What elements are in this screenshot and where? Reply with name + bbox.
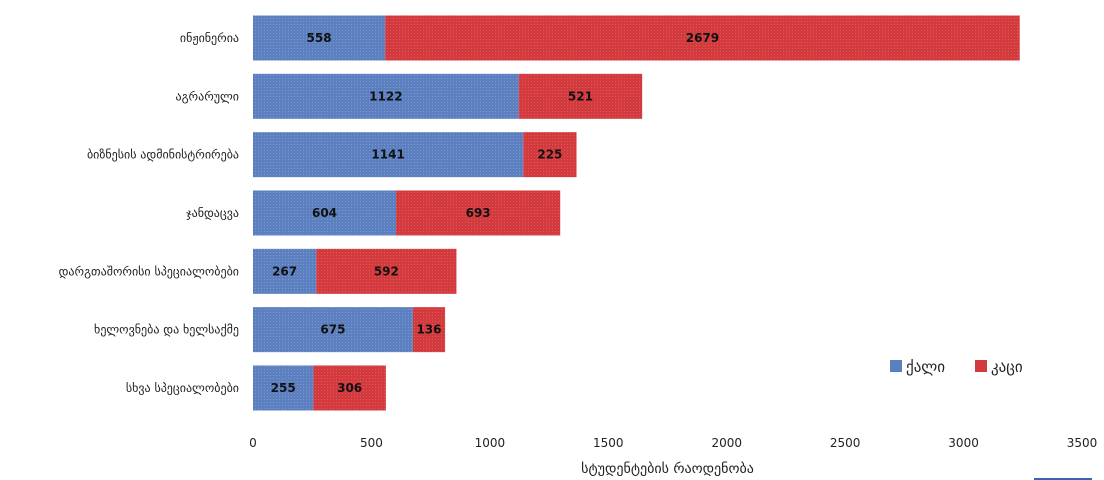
bar-segment xyxy=(412,307,446,353)
bars-layer xyxy=(253,15,1020,411)
category-label: ინჟინერია xyxy=(180,31,239,45)
bar-value-label: 592 xyxy=(374,264,399,278)
bar-segment xyxy=(253,15,386,61)
legend-label: ქალი xyxy=(906,358,945,376)
legend-swatch xyxy=(975,360,987,372)
legend: ქალი კაცი xyxy=(890,358,1023,376)
bar-value-label: 521 xyxy=(568,89,593,103)
bar-value-label: 2679 xyxy=(686,31,719,45)
corner-decoration-strip xyxy=(1034,478,1092,480)
category-label: აგრარული xyxy=(175,89,239,103)
bar-segment xyxy=(313,365,386,411)
bar-segment xyxy=(253,365,314,411)
x-tick-label: 500 xyxy=(360,436,383,450)
category-label: ბიზნესის ადმინისტრირება xyxy=(87,148,239,162)
category-label: ჯანდაცვა xyxy=(186,206,239,220)
bar-value-label: 675 xyxy=(320,323,345,337)
x-axis-title: სტუდენტების რაოდენობა xyxy=(581,460,754,477)
bar-segment xyxy=(523,132,577,178)
category-label: დარგთაშორისი სპეციალობები xyxy=(59,264,239,278)
x-tick-label: 0 xyxy=(249,436,257,450)
x-tick-label: 2000 xyxy=(711,436,742,450)
x-tick-labels-layer: 0 500 1000 1500 2000 2500 3000 3500 xyxy=(249,436,1097,450)
bar-value-label: 693 xyxy=(466,206,491,220)
category-label: სხვა სპეციალობები xyxy=(126,381,239,395)
bar-segment xyxy=(253,73,519,119)
bar-value-label: 558 xyxy=(307,31,332,45)
category-label: ხელოვნება და ხელსაქმე xyxy=(94,323,239,337)
bar-segment xyxy=(253,307,413,353)
bar-segment xyxy=(253,190,397,236)
bar-segment xyxy=(385,15,1020,61)
x-tick-label: 3500 xyxy=(1067,436,1098,450)
bar-value-label: 1141 xyxy=(371,148,404,162)
bar-segment xyxy=(316,248,457,294)
bar-value-label: 136 xyxy=(416,323,441,337)
bar-segment xyxy=(396,190,561,236)
bar-value-label: 604 xyxy=(312,206,337,220)
bar-segment xyxy=(253,132,524,178)
bar-value-label: 1122 xyxy=(369,89,402,103)
bar-value-label: 306 xyxy=(337,381,362,395)
x-tick-label: 2500 xyxy=(830,436,861,450)
legend-label: კაცი xyxy=(991,358,1023,376)
category-labels-layer: ინჟინერია აგრარული ბიზნესის ადმინისტრირება… xyxy=(59,31,239,395)
x-tick-label: 1000 xyxy=(475,436,506,450)
bar-value-label: 255 xyxy=(271,381,296,395)
legend-swatch xyxy=(890,360,902,372)
x-tick-label: 1500 xyxy=(593,436,624,450)
bar-value-label: 267 xyxy=(272,264,297,278)
x-tick-label: 3000 xyxy=(948,436,979,450)
bar-segment xyxy=(518,73,643,119)
bar-labels-layer: 558 2679 1122 521 1141 225 604 693 267 592 675 136 2… xyxy=(271,31,719,395)
bar-value-label: 225 xyxy=(537,148,562,162)
bar-segment xyxy=(253,248,317,294)
